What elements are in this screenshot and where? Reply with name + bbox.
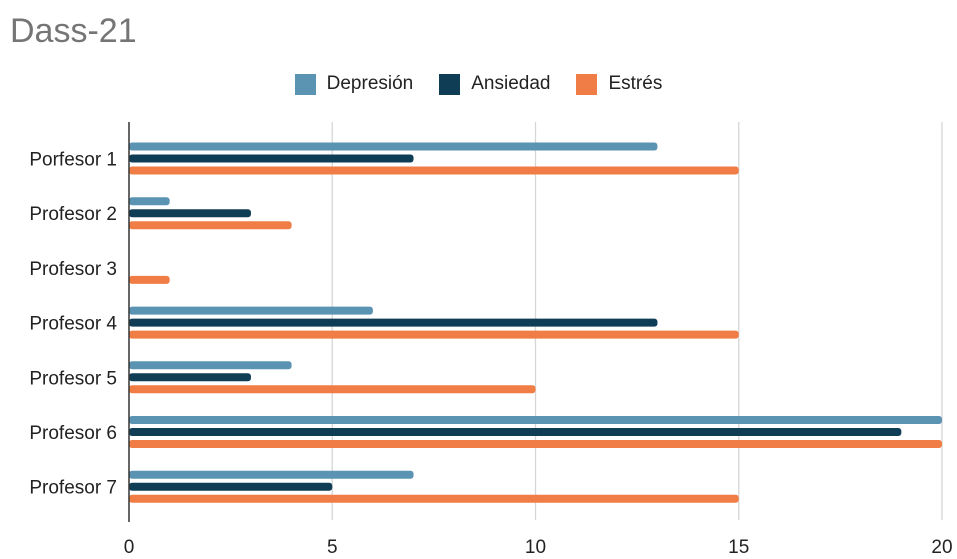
legend-label-estres: Estrés xyxy=(608,73,663,94)
bar-ansiedad-5[interactable] xyxy=(129,373,251,382)
bar-depresión-5[interactable] xyxy=(129,361,292,370)
category-label: Profesor 4 xyxy=(29,314,117,335)
legend: Depresión Ansiedad Estrés xyxy=(0,73,957,95)
bar-depresión-2[interactable] xyxy=(129,197,170,206)
legend-label-depresion: Depresión xyxy=(326,73,414,94)
bar-ansiedad-6[interactable] xyxy=(129,428,902,436)
legend-item-ansiedad[interactable]: Ansiedad xyxy=(439,73,550,95)
bar-ansiedad-2[interactable] xyxy=(129,209,251,218)
category-label: Porfesor 1 xyxy=(29,150,117,171)
legend-swatch-depresion xyxy=(294,73,316,95)
category-label: Profesor 7 xyxy=(29,478,117,499)
x-tick-label: 5 xyxy=(327,537,338,558)
x-tick-label: 20 xyxy=(931,537,952,558)
bar-estrés-5[interactable] xyxy=(129,385,536,394)
bar-ansiedad-7[interactable] xyxy=(129,482,333,491)
bar-ansiedad-1[interactable] xyxy=(129,154,414,163)
chart-title: Dass-21 xyxy=(10,12,137,50)
bar-ansiedad-4[interactable] xyxy=(129,318,658,327)
legend-item-depresion[interactable]: Depresión xyxy=(294,73,414,95)
x-tick-label: 15 xyxy=(728,537,749,558)
category-label: Profesor 6 xyxy=(29,423,117,444)
bar-estrés-2[interactable] xyxy=(129,221,292,230)
bar-estrés-7[interactable] xyxy=(129,494,739,503)
x-tick-label: 0 xyxy=(124,537,135,558)
category-label: Profesor 2 xyxy=(29,204,117,225)
bar-estrés-6[interactable] xyxy=(129,440,942,448)
x-tick-label: 10 xyxy=(525,537,546,558)
bar-depresión-6[interactable] xyxy=(129,416,942,424)
bar-depresión-1[interactable] xyxy=(129,142,658,151)
bar-depresión-4[interactable] xyxy=(129,306,373,315)
category-label: Profesor 3 xyxy=(29,259,117,280)
legend-swatch-estres xyxy=(576,73,598,95)
bar-estrés-3[interactable] xyxy=(129,275,170,284)
legend-label-ansiedad: Ansiedad xyxy=(471,73,551,94)
category-label: Profesor 5 xyxy=(29,368,117,389)
bar-depresión-7[interactable] xyxy=(129,470,414,479)
bar-estrés-1[interactable] xyxy=(129,166,739,175)
legend-swatch-ansiedad xyxy=(439,73,461,95)
legend-item-estres[interactable]: Estrés xyxy=(576,73,662,95)
bar-estrés-4[interactable] xyxy=(129,330,739,339)
